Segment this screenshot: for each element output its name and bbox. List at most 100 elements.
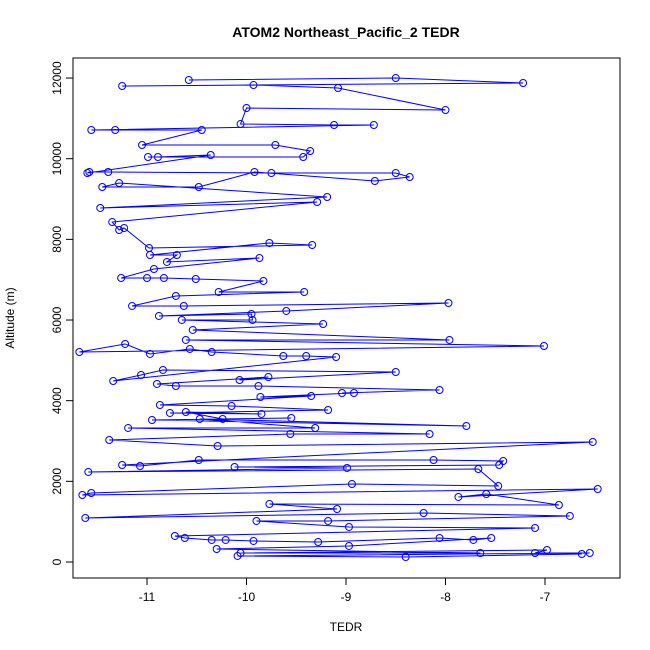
data-point [235,375,244,384]
data-point [128,301,137,310]
data-point [531,523,540,532]
x-tick-label: -10 [238,590,256,604]
data-point [391,368,400,377]
data-point [308,241,317,250]
data-point [180,533,189,542]
data-point [249,81,258,90]
data-point [425,429,434,438]
y-tick-label: 4000 [50,387,64,414]
data-line [79,77,598,558]
x-axis-label: TEDR [330,620,363,634]
data-point [542,545,551,554]
data-point [236,120,245,129]
data-point [519,79,528,88]
data-point [185,344,194,353]
data-point [287,413,296,422]
data-point [254,381,263,390]
data-point [302,351,311,360]
data-point [482,489,491,498]
data-point [117,273,126,282]
data-point [162,257,171,266]
data-point [171,381,180,390]
data-point [159,273,168,282]
data-point [195,414,204,423]
data-point [98,183,107,192]
data-point [419,508,428,517]
data-point [588,437,597,446]
data-point [474,464,483,473]
data-point [207,535,216,544]
data-point [531,548,540,557]
data-point [344,541,353,550]
data-point [444,298,453,307]
data-point [96,203,105,212]
data-point [218,414,227,423]
y-tick-label: 12000 [50,61,64,95]
data-point [105,435,114,444]
y-tick-label: 8000 [50,226,64,253]
data-point [230,462,239,471]
data-point [87,125,96,134]
data-point [115,226,124,235]
data-point [170,531,179,540]
y-tick-label: 10000 [50,142,64,176]
data-point [330,120,339,129]
data-point [265,238,274,247]
data-point [171,291,180,300]
data-point [441,106,450,115]
data-point [146,349,155,358]
data-point [435,385,444,394]
data-point [207,347,216,356]
data-point [184,76,193,85]
data-point [75,347,84,356]
data-point [255,253,264,262]
data-point [146,251,155,260]
data-point [349,389,358,398]
data-point [242,104,251,113]
data-point [554,501,563,510]
data-point [401,552,410,561]
data-point [370,177,379,186]
data-point [212,545,221,554]
data-point [250,168,259,177]
data-point [300,287,309,296]
data-point [158,365,167,374]
data-point [137,370,146,379]
data-point [247,310,256,319]
data-point [194,183,203,192]
data-point [306,146,315,155]
data-point [257,409,266,418]
data-point [149,265,158,274]
data-point [338,389,347,398]
data-point [271,140,280,149]
data-point [221,535,230,544]
data-point [324,405,333,414]
data-point [115,179,124,188]
data-point [181,408,190,417]
data-point [109,376,118,385]
data-point [227,401,236,410]
data-point [143,273,152,282]
data-point [206,150,215,159]
data-point [154,311,163,320]
data-point [286,429,295,438]
data-point [108,218,117,227]
data-point [435,533,444,542]
data-point [311,423,320,432]
data-point [369,120,378,129]
data-point [462,422,471,431]
data-point [111,125,120,134]
data-point [265,499,274,508]
data-point [152,379,161,388]
data-point [577,550,586,559]
data-point [248,315,257,324]
data-point [342,463,351,472]
data-point [334,84,343,93]
data-point [179,301,188,310]
data-point [153,153,162,162]
data-point [391,74,400,83]
data-point [121,339,130,348]
data-point [347,479,356,488]
data-point [177,315,186,324]
x-tick-label: -7 [540,590,551,604]
